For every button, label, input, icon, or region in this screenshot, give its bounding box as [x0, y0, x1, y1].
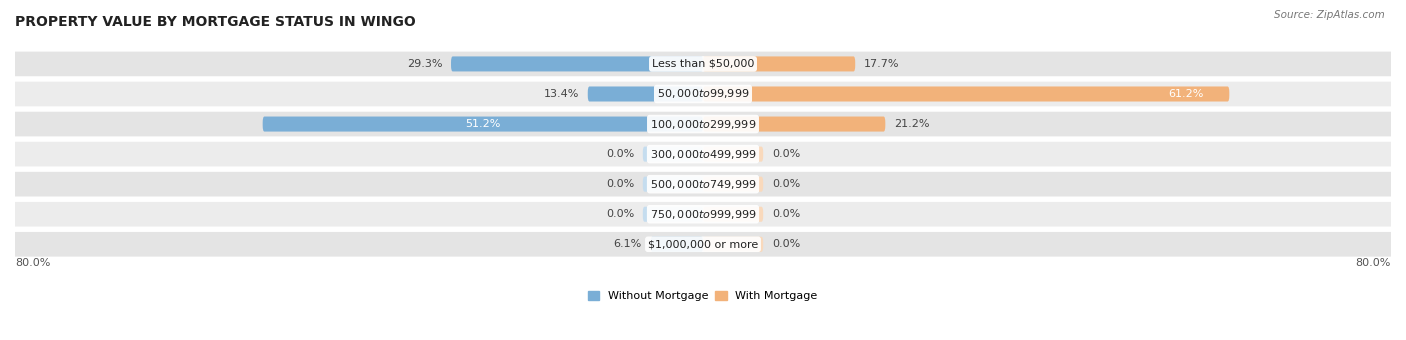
FancyBboxPatch shape [588, 86, 703, 102]
Text: 0.0%: 0.0% [606, 209, 634, 219]
Text: 51.2%: 51.2% [465, 119, 501, 129]
Text: 17.7%: 17.7% [863, 59, 900, 69]
FancyBboxPatch shape [703, 177, 763, 192]
FancyBboxPatch shape [0, 202, 1406, 226]
FancyBboxPatch shape [451, 56, 703, 71]
Text: 29.3%: 29.3% [406, 59, 443, 69]
FancyBboxPatch shape [703, 117, 886, 132]
FancyBboxPatch shape [643, 207, 703, 222]
FancyBboxPatch shape [0, 232, 1406, 257]
Text: 6.1%: 6.1% [613, 239, 643, 249]
Text: 0.0%: 0.0% [772, 179, 800, 189]
Legend: Without Mortgage, With Mortgage: Without Mortgage, With Mortgage [583, 287, 823, 306]
FancyBboxPatch shape [0, 112, 1406, 136]
Text: $1,000,000 or more: $1,000,000 or more [648, 239, 758, 249]
Text: $100,000 to $299,999: $100,000 to $299,999 [650, 118, 756, 131]
FancyBboxPatch shape [643, 147, 703, 162]
FancyBboxPatch shape [703, 147, 763, 162]
Text: $300,000 to $499,999: $300,000 to $499,999 [650, 148, 756, 160]
Text: $500,000 to $749,999: $500,000 to $749,999 [650, 178, 756, 191]
FancyBboxPatch shape [0, 82, 1406, 106]
Text: Less than $50,000: Less than $50,000 [652, 59, 754, 69]
Text: 61.2%: 61.2% [1168, 89, 1204, 99]
Text: 0.0%: 0.0% [772, 149, 800, 159]
Text: 0.0%: 0.0% [606, 179, 634, 189]
Text: 21.2%: 21.2% [894, 119, 929, 129]
FancyBboxPatch shape [643, 177, 703, 192]
FancyBboxPatch shape [651, 237, 703, 252]
Text: 80.0%: 80.0% [1355, 258, 1391, 268]
FancyBboxPatch shape [263, 117, 703, 132]
FancyBboxPatch shape [0, 52, 1406, 76]
FancyBboxPatch shape [0, 142, 1406, 167]
Text: $750,000 to $999,999: $750,000 to $999,999 [650, 208, 756, 221]
FancyBboxPatch shape [703, 237, 763, 252]
Text: Source: ZipAtlas.com: Source: ZipAtlas.com [1274, 10, 1385, 20]
Text: 0.0%: 0.0% [606, 149, 634, 159]
FancyBboxPatch shape [0, 172, 1406, 197]
Text: PROPERTY VALUE BY MORTGAGE STATUS IN WINGO: PROPERTY VALUE BY MORTGAGE STATUS IN WIN… [15, 15, 416, 29]
Text: 0.0%: 0.0% [772, 209, 800, 219]
Text: 80.0%: 80.0% [15, 258, 51, 268]
FancyBboxPatch shape [703, 56, 855, 71]
FancyBboxPatch shape [703, 207, 763, 222]
Text: 13.4%: 13.4% [544, 89, 579, 99]
FancyBboxPatch shape [703, 86, 1229, 102]
Text: 0.0%: 0.0% [772, 239, 800, 249]
Text: $50,000 to $99,999: $50,000 to $99,999 [657, 87, 749, 101]
